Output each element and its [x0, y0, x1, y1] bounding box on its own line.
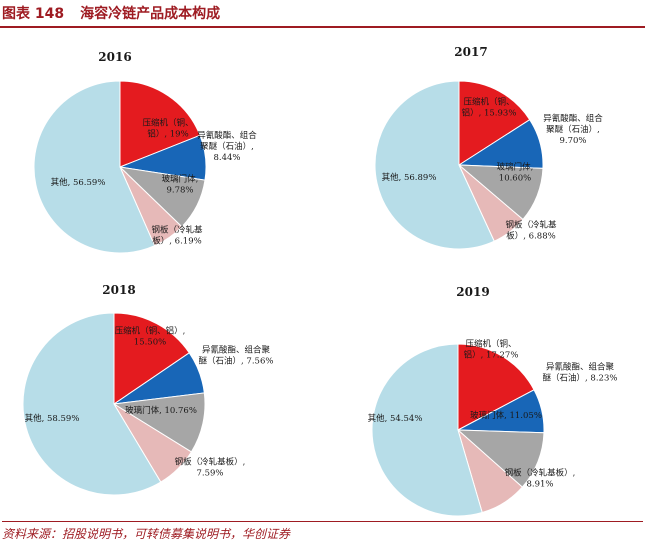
slice-label: 压缩机（铜、铝）, 17.27% — [464, 339, 519, 361]
pie-chart-2016: 2016 压缩机（铜、铝）, 19% 异氰酸酯、组合聚醚（石油）, 8.44% 玻璃门体… — [33, 50, 257, 254]
source-note: 资料来源：招股说明书，可转债募集说明书，华创证券 — [2, 521, 643, 541]
slice-label: 其他, 58.59% — [25, 413, 80, 424]
pie-slice — [458, 80, 531, 166]
slice-label: 其他, 56.59% — [51, 177, 106, 188]
pie-title: 2019 — [456, 285, 489, 299]
slice-label: 压缩机（铜、铝）, 19% — [142, 118, 193, 140]
pie-slice — [113, 312, 190, 405]
slice-label: 钢板（冷轧基板）, 8.91% — [505, 468, 576, 490]
slice-label: 玻璃门体, 11.05% — [470, 410, 542, 421]
slice-label: 钢板（冷轧基板）, 6.19% — [151, 225, 203, 247]
pie-slice — [374, 80, 495, 250]
pie-slice — [33, 80, 156, 254]
pie-slice — [119, 80, 201, 168]
figure-header: 图表 148 海容冷链产品成本构成 — [0, 0, 645, 28]
slice-label: 压缩机（铜、铝）, 15.50% — [115, 326, 186, 348]
slice-label: 玻璃门体, 10.60% — [497, 162, 534, 184]
pie-slice — [22, 312, 162, 496]
slice-label: 压缩机（铜、铝）, 15.93% — [462, 97, 517, 119]
pie-title: 2018 — [102, 283, 135, 297]
pie-chart-2017: 2017 压缩机（铜、铝）, 15.93% 异氰酸酯、组合聚醚（石油）, 9.70% 玻… — [374, 45, 603, 250]
slice-label: 玻璃门体, 9.78% — [162, 174, 199, 196]
pie-slice — [371, 343, 483, 517]
pie-slice — [457, 343, 535, 431]
pie-title: 2016 — [98, 50, 131, 64]
slice-label: 玻璃门体, 10.76% — [125, 405, 197, 416]
slice-label: 异氰酸酯、组合聚醚（石油）, 8.44% — [197, 130, 257, 163]
slice-label: 钢板（冷轧基板）, 6.88% — [505, 220, 557, 242]
slice-label: 其他, 54.54% — [368, 413, 423, 424]
slice-label: 其他, 56.89% — [382, 172, 437, 183]
pie-chart-2019: 2019 压缩机（铜、铝）, 17.27% 异氰酸酯、组合聚醚（石油）, 8.23%… — [368, 285, 618, 517]
slice-label: 异氰酸酯、组合聚醚（石油）, 7.56% — [199, 345, 274, 367]
pie-title: 2017 — [454, 45, 487, 59]
slice-label: 异氰酸酯、组合聚醚（石油）, 8.23% — [543, 362, 618, 384]
pie-charts-area: 2016 压缩机（铜、铝）, 19% 异氰酸酯、组合聚醚（石油）, 8.44% 玻璃门体… — [22, 45, 618, 517]
slice-label: 异氰酸酯、组合聚醚（石油）, 9.70% — [543, 113, 603, 146]
slice-label: 钢板（冷轧基板）, 7.59% — [175, 457, 246, 479]
pie-chart-2018: 2018 压缩机（铜、铝）, 15.50% 异氰酸酯、组合聚醚（石油）, 7.56% 玻… — [22, 283, 274, 496]
figure-number: 图表 148 — [2, 6, 65, 22]
figure-title: 海容冷链产品成本构成 — [80, 6, 221, 22]
